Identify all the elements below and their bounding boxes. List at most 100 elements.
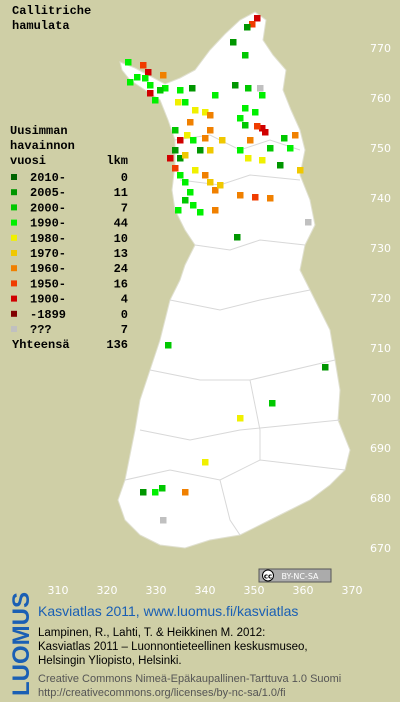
observation [237,147,244,154]
total-count: 136 [106,338,128,352]
legend-label: 1900- [30,293,66,307]
legend-label: 1970- [30,247,66,261]
y-grid-label: 680 [370,492,391,505]
legend-swatch [11,310,17,317]
legend-swatch [11,295,17,302]
observation [267,195,274,202]
observation [207,112,214,119]
observation [157,87,164,94]
observation [197,147,204,154]
observation [175,207,182,214]
y-grid-label: 710 [370,342,391,355]
badge-frame [258,568,332,583]
y-grid-label: 770 [370,42,391,55]
x-grid-label: 350 [244,584,265,597]
legend-label: ??? [30,323,52,337]
observation [145,69,152,76]
observation [177,87,184,94]
observation [165,342,172,349]
legend-label: -1899 [30,308,66,322]
observation [162,85,169,92]
observation [269,400,276,407]
observation [252,194,259,201]
observation [172,127,179,134]
observation [152,97,159,104]
legend-heading: havainnon [10,139,75,153]
citation: Lampinen, R., Lahti, T. & Heikkinen M. 2… [38,627,265,639]
observation [244,24,251,31]
observation [184,132,191,139]
legend-count: 44 [114,217,128,231]
observation [202,172,209,179]
x-grid-label: 320 [97,584,118,597]
legend-count: 11 [114,186,128,200]
observation [237,115,244,122]
observation [212,92,219,99]
legend-label: 1980- [30,232,66,246]
legend-label: 2005- [30,186,66,200]
observation [254,15,261,22]
observation [242,105,249,112]
grid-labels: 310 320 330 340 350 360 3707707607507407307207… [48,42,392,597]
observation [237,415,244,422]
observation [172,165,179,172]
observation [177,172,184,179]
legend-count: 24 [114,262,128,276]
observation [245,155,252,162]
observation [187,189,194,196]
observation [257,85,264,92]
observation [187,119,194,126]
y-grid-label: 700 [370,392,391,405]
citation: Helsingin Yliopisto, Helsinki. [38,655,182,667]
legend-label: 1990- [30,217,66,231]
observation [259,157,266,164]
x-grid-label: 370 [342,584,363,597]
legend-swatch [11,189,17,196]
observation [159,485,166,492]
observation [219,137,226,144]
observation [207,127,214,134]
observation [247,137,254,144]
observation [217,182,224,189]
observation [259,125,266,132]
observation [245,85,252,92]
observation [147,82,154,89]
species-title: hamulata [12,19,70,33]
headline: Kasviatlas 2011, www.luomus.fi/kasviatla… [38,603,298,619]
observation [281,135,288,142]
observation [202,135,209,142]
observation [160,72,167,79]
observation [322,364,329,371]
observation [177,137,184,144]
observation [202,459,209,466]
x-grid-label: 310 [48,584,69,597]
observation [134,74,141,81]
observation [252,109,259,116]
observation [267,145,274,152]
observation [242,122,249,129]
observation [189,85,196,92]
cc-icon [262,569,274,582]
legend-count: 0 [121,171,128,185]
observation [237,192,244,199]
observation [182,179,189,186]
legend-count: 16 [114,277,128,291]
x-grid-label: 330 [146,584,167,597]
observation [287,145,294,152]
observation [147,90,154,97]
observation [175,99,182,106]
y-grid-label: 720 [370,292,391,305]
brand: LUOMUS [8,592,35,696]
observation [192,167,199,174]
observation [197,209,204,216]
observation [160,517,167,524]
observation [207,147,214,154]
y-grid-label: 760 [370,92,391,105]
license-badge: cc BY-NC-SA [258,568,332,583]
legend-swatch [11,204,17,211]
legend-label: 2000- [30,201,66,215]
y-grid-label: 750 [370,142,391,155]
license: Creative Commons Nimeä-Epäkaupallinen-Ta… [38,673,341,685]
